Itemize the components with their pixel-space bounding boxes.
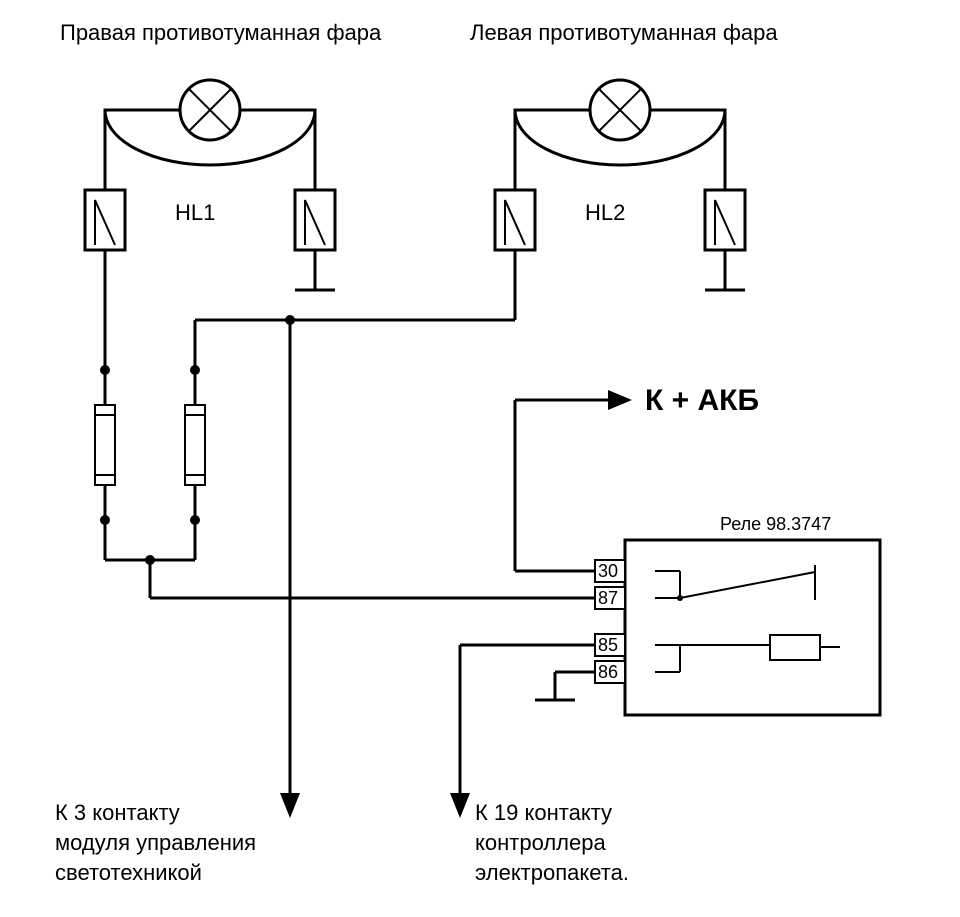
label-bl1: К 3 контакту (55, 800, 180, 825)
label-br3: электропакета. (475, 860, 629, 885)
label-bl3: светотехникой (55, 860, 202, 885)
label-left-fog: Левая противотуманная фара (470, 20, 778, 45)
connector-l-right (705, 190, 745, 250)
label-hl1: HL1 (175, 200, 215, 225)
lamp-hl1 (105, 80, 315, 190)
label-bl2: модуля управления (55, 830, 256, 855)
lamp-hl2 (515, 80, 725, 190)
label-hl2: HL2 (585, 200, 625, 225)
label-br2: контроллера (475, 830, 606, 855)
arrow-akb (515, 390, 632, 410)
label-relay: Реле 98.3747 (720, 514, 831, 534)
pin-85: 85 (598, 635, 618, 655)
fuse-1 (95, 405, 115, 485)
pin-86: 86 (598, 662, 618, 682)
pin-87: 87 (598, 588, 618, 608)
wiring-diagram: Правая противотуманная фара Левая против… (0, 0, 960, 917)
connector-r-left (85, 190, 125, 250)
label-akb: К + АКБ (645, 384, 759, 417)
arrow-down-2 (450, 793, 470, 818)
label-right-fog: Правая противотуманная фара (60, 20, 382, 45)
pin-30: 30 (598, 561, 618, 581)
fuse-2 (185, 405, 205, 485)
relay: 30 87 85 86 (595, 540, 880, 715)
connector-l-left (495, 190, 535, 250)
arrow-down-1 (280, 793, 300, 818)
label-br1: К 19 контакту (475, 800, 612, 825)
connector-r-right (295, 190, 335, 250)
